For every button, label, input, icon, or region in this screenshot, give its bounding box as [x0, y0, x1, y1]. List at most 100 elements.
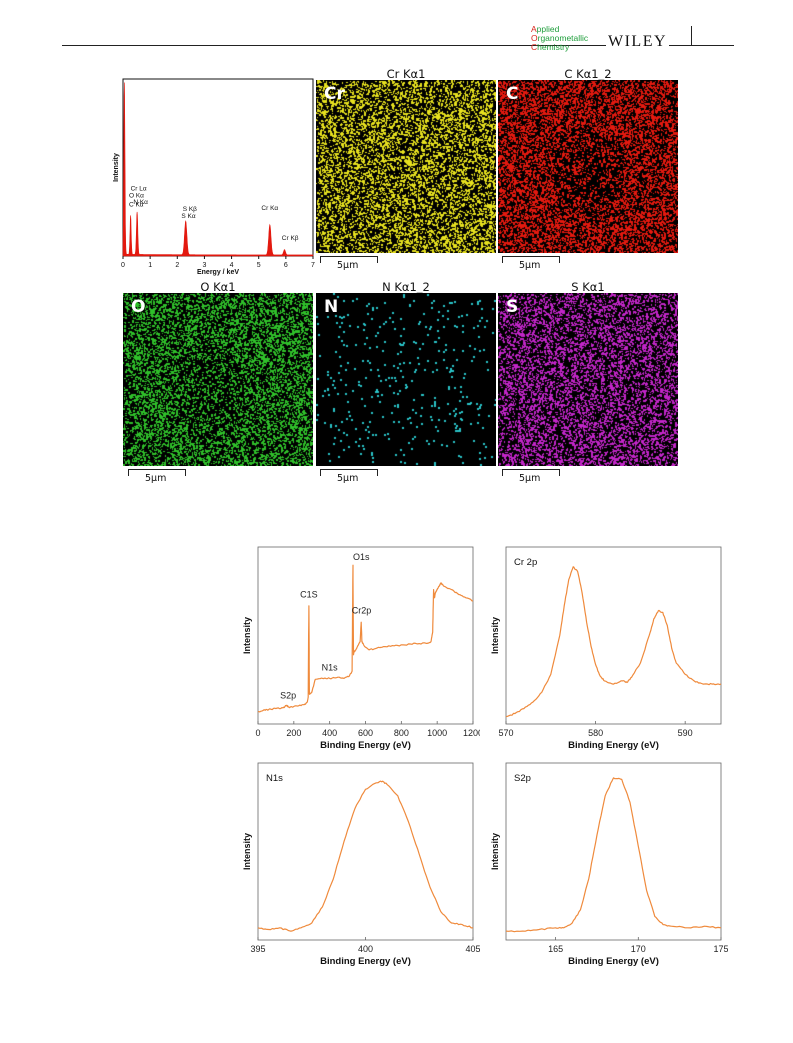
eds-x-tick-label: 6: [284, 262, 288, 269]
n1s-panel-title: N1s: [266, 773, 283, 784]
journal-word-3: hemistry: [537, 42, 570, 52]
map-title-n: N Kα1_2: [382, 280, 430, 294]
eds-peak-label: S Kβ: [183, 206, 197, 213]
map-letter-c: C: [506, 84, 519, 104]
publisher-logo: WILEY: [606, 33, 670, 51]
eds-peak-label: Cr Lα: [131, 186, 147, 193]
scale-label-o: 5μm: [145, 473, 167, 484]
eds-spectrum-chart: 0 1 2 3 4 5 6 7 Energy / keV Intensity Cr LαO KαC …: [113, 78, 315, 276]
survey-peak-label: O1s: [353, 552, 370, 562]
map-canvas-cr: [316, 80, 496, 253]
survey-peak-label: S2p: [280, 690, 296, 700]
map-canvas-n: [316, 293, 496, 466]
journal-word-2: rganometallic: [537, 33, 589, 43]
eds-plot-frame: [122, 78, 314, 257]
eds-peak-label: S Kα: [181, 213, 195, 220]
n1s-x-tick-label: 395: [250, 944, 265, 954]
map-letter-o: O: [131, 297, 146, 317]
xps-survey-chart: 0 200 400 600 800 1000 1200 Binding Energy (eV)…: [242, 546, 480, 751]
scale-bar-n: [320, 469, 378, 476]
scale-label-c: 5μm: [519, 260, 541, 271]
survey-peak-label: C1S: [300, 589, 318, 599]
journal-word-1: pplied: [536, 24, 560, 34]
eds-peak-label: Cr Kβ: [282, 235, 299, 242]
s2p-x-axis-label: Binding Energy (eV): [568, 956, 659, 967]
xps-cr2p-chart: 570 580 590 Binding Energy (eV) Intensity Cr …: [490, 546, 722, 751]
eds-map-cr: Cr: [316, 80, 496, 253]
eds-x-tick-label: 5: [257, 262, 261, 269]
survey-x-tick-label: 800: [394, 728, 409, 738]
eds-map-s: S: [498, 293, 678, 466]
eds-x-tick-label: 1: [148, 262, 152, 269]
map-canvas-c: [498, 80, 678, 253]
journal-cap-a: A: [531, 24, 537, 34]
s2p-plot-frame: [505, 762, 722, 941]
cr2p-x-axis-label: Binding Energy (eV): [568, 740, 659, 751]
eds-peak-label: N Kα: [133, 199, 148, 206]
cr2p-x-tick-label: 570: [498, 728, 513, 738]
s2p-x-tick-label: 170: [631, 944, 646, 954]
journal-cap-o: O: [531, 33, 538, 43]
eds-peak-label: O Kα: [129, 193, 144, 200]
n1s-x-tick-label: 400: [358, 944, 373, 954]
map-title-c: C Kα1_2: [564, 67, 612, 81]
cr2p-y-axis-label: Intensity: [490, 617, 500, 654]
map-title-o: O Kα1: [200, 280, 236, 294]
xps-s2p-chart: 165 170 175 Binding Energy (eV) Intensity S2p: [490, 762, 728, 967]
cr2p-panel-title: Cr 2p: [514, 557, 537, 568]
s2p-x-tick-label: 165: [548, 944, 563, 954]
survey-x-tick-label: 400: [322, 728, 337, 738]
n1s-x-tick-label: 405: [465, 944, 480, 954]
eds-map-o: O: [123, 293, 313, 466]
s2p-x-tick-label: 175: [713, 944, 728, 954]
map-letter-s: S: [506, 297, 519, 317]
scale-bar-o: [128, 469, 186, 476]
survey-x-tick-label: 200: [286, 728, 301, 738]
n1s-y-axis-label: Intensity: [242, 833, 252, 870]
map-title-cr: Cr Kα1: [386, 67, 426, 81]
scale-label-s: 5μm: [519, 473, 541, 484]
eds-y-axis-label: Intensity: [113, 153, 120, 182]
scale-bar-cr: [320, 256, 378, 263]
eds-spectrum-area: [122, 82, 314, 257]
s2p-series-line: [505, 777, 722, 933]
journal-cap-c: C: [531, 42, 538, 52]
header-rule: [62, 45, 734, 46]
eds-map-n: N: [316, 293, 496, 466]
journal-logo: Applied Organometallic Chemistry: [531, 25, 588, 52]
survey-peak-label: N1s: [322, 663, 339, 673]
page-tick: [691, 26, 692, 46]
scale-bar-c: [502, 256, 560, 263]
survey-x-tick-label: 0: [255, 728, 260, 738]
scale-label-cr: 5μm: [337, 260, 359, 271]
eds-x-tick-label: 0: [121, 262, 125, 269]
n1s-series-line: [257, 780, 474, 932]
eds-x-tick-label: 4: [230, 262, 234, 269]
map-canvas-s: [498, 293, 678, 466]
survey-series-line: [257, 564, 474, 713]
cr2p-x-tick-label: 590: [678, 728, 693, 738]
scale-label-n: 5μm: [337, 473, 359, 484]
scale-bar-s: [502, 469, 560, 476]
eds-peak-label: C Kα: [129, 201, 144, 208]
map-canvas-o: [123, 293, 313, 466]
eds-peak-label: Cr Kα: [261, 205, 278, 212]
survey-x-tick-label: 1000: [427, 728, 447, 738]
eds-x-axis-label: Energy / keV: [197, 269, 239, 276]
survey-peak-label: Cr2p: [352, 606, 372, 616]
survey-x-axis-label: Binding Energy (eV): [320, 740, 411, 751]
eds-x-tick-label: 3: [202, 262, 206, 269]
survey-x-tick-label: 600: [358, 728, 373, 738]
eds-x-tick-label: 7: [311, 262, 315, 269]
cr2p-plot-frame: [505, 546, 722, 725]
map-letter-cr: Cr: [324, 84, 345, 104]
cr2p-x-tick-label: 580: [588, 728, 603, 738]
survey-y-axis-label: Intensity: [242, 617, 252, 654]
xps-n1s-chart: 395 400 405 Binding Energy (eV) Intensity N1s: [242, 762, 480, 967]
map-title-s: S Kα1: [571, 280, 605, 294]
eds-map-c: C: [498, 80, 678, 253]
s2p-y-axis-label: Intensity: [490, 833, 500, 870]
eds-x-tick-label: 2: [175, 262, 179, 269]
cr2p-series-line: [505, 566, 722, 718]
s2p-panel-title: S2p: [514, 773, 531, 784]
